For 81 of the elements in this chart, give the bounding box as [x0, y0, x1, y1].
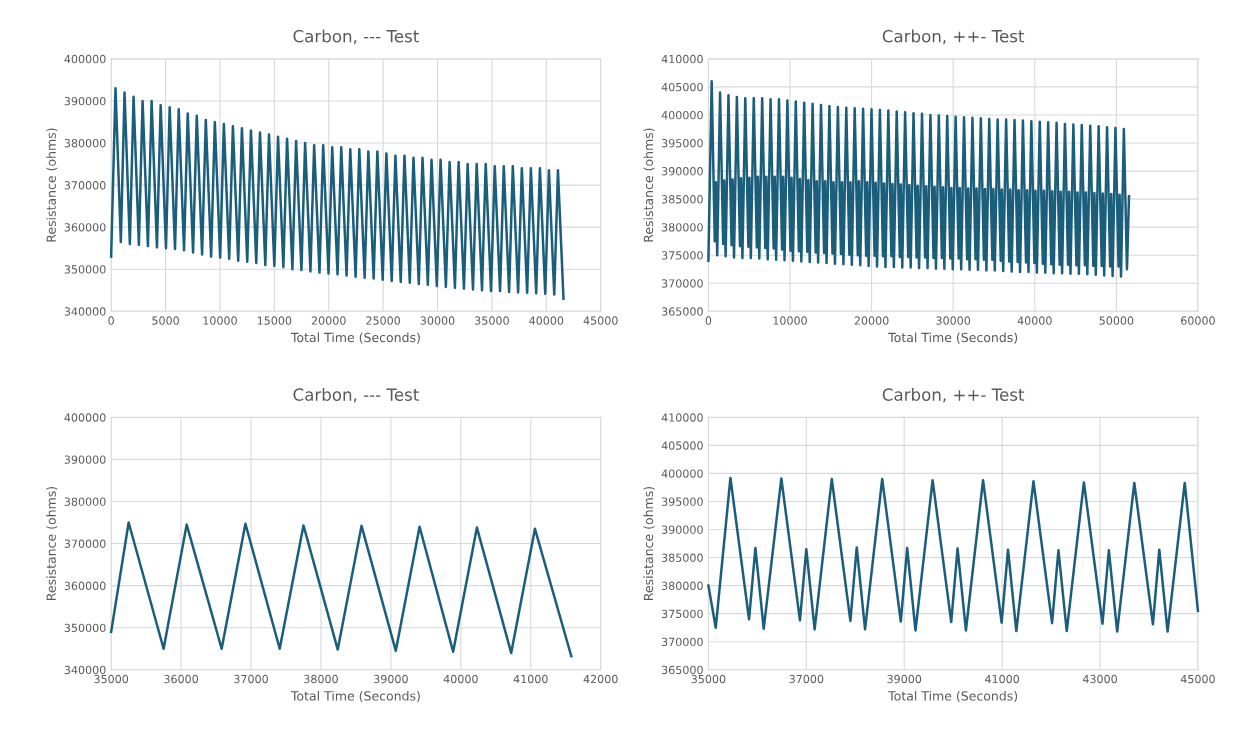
x-tick-label: 20000: [311, 316, 346, 325]
y-tick-label: 400000: [661, 110, 703, 120]
x-tick-label: 36000: [164, 674, 199, 684]
line-series: [707, 476, 1200, 633]
y-tick-label: 370000: [64, 181, 106, 190]
x-tick-label: 20000: [854, 316, 889, 325]
x-tick-label: 37000: [234, 674, 268, 684]
y-axis-title: Resistance (ohms): [643, 128, 655, 242]
y-axis-title: Resistance (ohms): [643, 486, 655, 600]
y-tick-label: 365000: [661, 307, 703, 316]
y-tick-label: 365000: [661, 665, 703, 675]
y-tick-label: 390000: [64, 455, 106, 464]
x-axis-title: Total Time (Seconds): [290, 332, 420, 344]
y-tick-label: 410000: [661, 413, 703, 422]
x-tick-label: 41000: [513, 674, 548, 684]
x-axis-title: Total Time (Seconds): [290, 690, 420, 703]
x-tick-label: 35000: [475, 316, 509, 325]
x-tick-label: 45000: [1180, 674, 1215, 684]
x-tick-label: 41000: [985, 674, 1020, 684]
x-tick-label: 37000: [789, 674, 824, 684]
y-axis-title: Resistance (ohms): [46, 128, 58, 242]
x-tick-label: 0: [108, 316, 114, 325]
x-tick-label: 15000: [257, 316, 292, 325]
x-tick-label: 60000: [1181, 316, 1215, 325]
chart-title: Carbon, --- Test: [293, 29, 419, 45]
y-tick-label: 380000: [661, 581, 703, 590]
chart-title: Carbon, --- Test: [293, 388, 419, 403]
x-tick-label: 35000: [94, 674, 129, 684]
y-tick-label: 405000: [661, 82, 703, 92]
y-tick-label: 395000: [661, 497, 703, 506]
y-tick-label: 400000: [661, 469, 703, 478]
line-series: [707, 80, 1131, 278]
y-tick-label: 400000: [64, 54, 106, 64]
x-tick-label: 10000: [773, 316, 807, 325]
x-tick-label: 30000: [936, 316, 971, 325]
y-tick-label: 350000: [64, 265, 106, 274]
x-tick-label: 50000: [1099, 316, 1134, 325]
x-tick-label: 42000: [583, 674, 618, 684]
y-tick-label: 380000: [64, 497, 106, 506]
y-axis-title: Resistance (ohms): [46, 486, 58, 600]
x-tick-label: 5000: [152, 316, 179, 325]
x-tick-label: 40000: [1017, 316, 1052, 325]
line-series: [109, 521, 573, 658]
x-tick-label: 45000: [583, 316, 618, 325]
x-tick-label: 30000: [420, 316, 455, 325]
x-tick-label: 39000: [374, 674, 408, 684]
y-tick-label: 360000: [64, 581, 106, 590]
y-tick-label: 380000: [64, 139, 106, 148]
x-tick-label: 0: [705, 316, 712, 325]
x-tick-label: 25000: [366, 316, 401, 325]
y-tick-label: 375000: [661, 251, 703, 260]
x-tick-label: 10000: [203, 316, 237, 325]
x-tick-label: 40000: [443, 674, 478, 684]
y-tick-label: 370000: [661, 637, 703, 647]
y-tick-label: 380000: [661, 223, 703, 232]
y-tick-label: 370000: [64, 539, 106, 548]
line-series: [109, 87, 565, 300]
y-tick-label: 375000: [661, 609, 703, 619]
y-tick-label: 400000: [64, 413, 106, 422]
y-tick-label: 370000: [661, 279, 703, 288]
x-tick-label: 43000: [1082, 674, 1117, 684]
y-tick-label: 405000: [661, 441, 703, 450]
y-tick-label: 410000: [661, 54, 703, 64]
y-tick-label: 385000: [661, 553, 703, 562]
y-tick-label: 395000: [661, 139, 703, 148]
y-tick-label: 390000: [661, 167, 703, 176]
y-tick-label: 360000: [64, 223, 106, 232]
x-tick-label: 40000: [529, 316, 564, 325]
y-tick-label: 350000: [64, 623, 106, 633]
x-tick-label: 39000: [887, 674, 922, 684]
x-axis-title: Total Time (Seconds): [888, 690, 1018, 703]
y-tick-label: 340000: [64, 665, 106, 675]
y-tick-label: 340000: [64, 307, 106, 316]
chart-title: Carbon, ++- Test: [882, 388, 1025, 403]
y-tick-label: 390000: [661, 525, 703, 534]
y-tick-label: 390000: [64, 96, 106, 106]
chart-title: Carbon, ++- Test: [882, 29, 1025, 45]
x-axis-title: Total Time (Seconds): [888, 332, 1018, 344]
x-tick-label: 35000: [691, 674, 726, 684]
y-tick-label: 385000: [661, 195, 703, 204]
x-tick-label: 38000: [304, 674, 338, 684]
